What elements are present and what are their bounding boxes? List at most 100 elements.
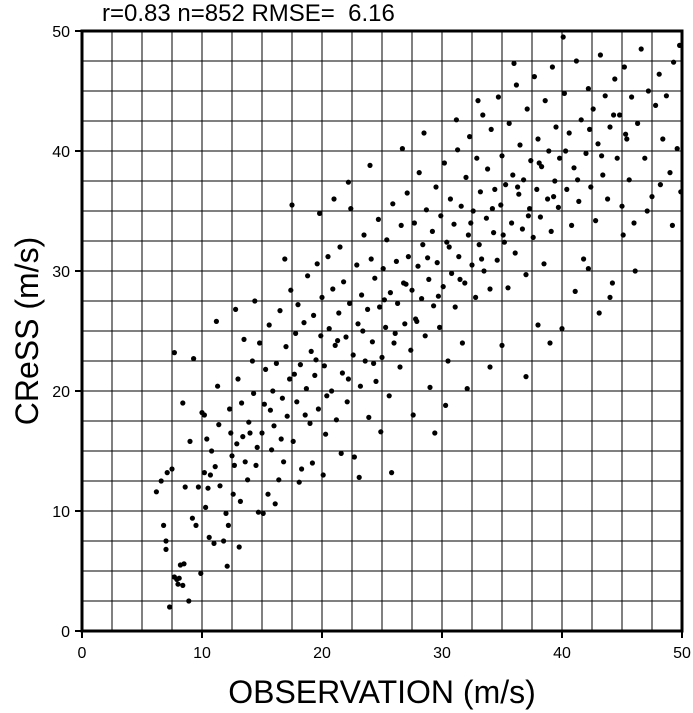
data-point	[479, 256, 485, 262]
data-point	[347, 300, 353, 306]
data-point	[207, 472, 213, 478]
data-point	[535, 136, 541, 142]
data-point	[182, 484, 188, 490]
data-point	[242, 459, 248, 465]
data-point	[590, 106, 596, 112]
data-point	[649, 194, 655, 200]
data-point	[645, 88, 652, 94]
data-point	[443, 402, 449, 408]
data-point	[307, 420, 313, 426]
data-point	[515, 184, 521, 190]
data-point	[359, 292, 365, 298]
data-point	[674, 146, 680, 152]
y-tick-label: 0	[61, 624, 70, 641]
data-point	[277, 308, 283, 314]
data-point	[470, 208, 476, 214]
data-point	[163, 538, 169, 544]
y-tick-label: 50	[52, 24, 70, 41]
data-point	[319, 294, 325, 300]
axis-ticks: 0 10 20 30 40 50 0 10 20 30 40 50	[52, 24, 691, 662]
data-point	[404, 190, 410, 196]
data-point	[167, 604, 173, 610]
data-point	[252, 298, 258, 304]
data-point	[235, 376, 241, 382]
data-point	[253, 462, 259, 468]
data-point	[186, 598, 192, 604]
data-point	[302, 412, 308, 418]
data-point	[476, 242, 482, 248]
data-point	[384, 237, 390, 243]
data-point	[377, 304, 383, 310]
data-point	[523, 272, 529, 278]
data-point	[309, 460, 315, 466]
data-point	[512, 250, 518, 256]
data-point	[317, 210, 323, 216]
data-point	[537, 214, 544, 220]
data-point	[503, 182, 509, 188]
data-point	[542, 98, 548, 104]
grid-lines	[82, 31, 682, 631]
data-point	[660, 136, 666, 142]
data-point	[259, 430, 265, 436]
data-point	[446, 244, 452, 250]
data-point	[644, 208, 650, 214]
data-point	[314, 261, 320, 267]
data-point	[624, 136, 630, 142]
data-point	[204, 436, 210, 442]
data-point	[416, 170, 422, 176]
data-point	[321, 363, 327, 369]
data-point	[198, 570, 204, 577]
data-point	[495, 94, 501, 100]
data-point	[408, 347, 414, 353]
data-point	[345, 179, 351, 185]
data-point	[291, 371, 297, 377]
data-point	[473, 294, 479, 300]
data-point	[463, 174, 469, 180]
data-point	[513, 82, 520, 88]
plot-frame	[80, 29, 684, 633]
data-point	[333, 417, 339, 423]
data-point	[351, 454, 357, 460]
data-point	[464, 386, 470, 392]
data-point	[433, 184, 439, 190]
data-point	[552, 178, 558, 184]
data-point	[339, 370, 345, 376]
data-point	[422, 333, 428, 339]
x-axis-title: OBSERVATION (m/s)	[228, 674, 536, 710]
data-point	[295, 302, 301, 308]
data-point	[585, 86, 592, 92]
data-point	[536, 160, 542, 166]
data-point	[572, 288, 578, 294]
data-point	[524, 106, 530, 112]
data-point	[467, 134, 473, 140]
data-point	[578, 117, 584, 123]
data-point	[546, 148, 552, 154]
data-point	[372, 275, 378, 281]
data-point	[409, 287, 415, 293]
y-tick-label: 10	[52, 504, 70, 521]
data-point	[427, 384, 433, 390]
x-tick-label: 30	[433, 645, 451, 662]
data-point	[325, 254, 331, 260]
data-point	[517, 142, 523, 148]
data-point	[535, 322, 541, 328]
data-point	[501, 239, 507, 245]
data-point	[548, 228, 554, 234]
data-point	[431, 303, 437, 309]
data-point	[187, 438, 193, 444]
data-point	[391, 340, 397, 346]
data-point	[440, 284, 446, 290]
data-point	[345, 376, 351, 382]
data-point	[301, 320, 307, 326]
data-point	[429, 228, 435, 234]
data-point	[597, 52, 604, 58]
data-point	[457, 276, 463, 282]
data-point	[326, 326, 332, 332]
data-point	[246, 419, 252, 425]
data-point	[283, 344, 289, 350]
data-point	[397, 364, 403, 370]
data-point	[420, 242, 426, 248]
data-point	[164, 470, 170, 476]
data-point	[605, 196, 611, 202]
